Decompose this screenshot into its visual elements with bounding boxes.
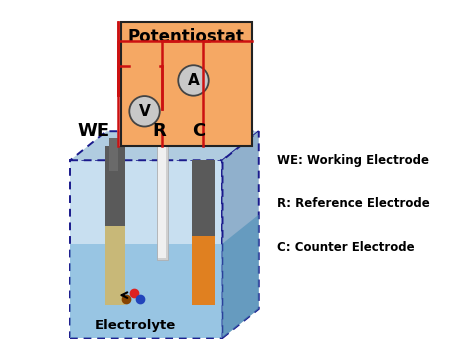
Polygon shape xyxy=(70,244,222,338)
Polygon shape xyxy=(70,160,222,338)
Bar xyxy=(158,131,166,258)
Text: WE: WE xyxy=(78,122,110,140)
Bar xyxy=(105,146,125,226)
Polygon shape xyxy=(222,131,259,338)
FancyBboxPatch shape xyxy=(121,23,252,146)
Polygon shape xyxy=(222,215,259,338)
Bar xyxy=(191,160,215,236)
Text: V: V xyxy=(139,104,150,119)
Text: A: A xyxy=(188,73,200,88)
Polygon shape xyxy=(70,131,259,160)
Circle shape xyxy=(129,96,160,127)
Text: C: Counter Electrode: C: Counter Electrode xyxy=(277,241,414,254)
Text: Potentiostat: Potentiostat xyxy=(128,28,245,46)
Bar xyxy=(191,236,215,305)
Text: WE: Working Electrode: WE: Working Electrode xyxy=(277,154,429,167)
Text: R: Reference Electrode: R: Reference Electrode xyxy=(277,197,429,210)
Text: C: C xyxy=(192,122,206,140)
Bar xyxy=(109,138,118,171)
Bar xyxy=(156,130,168,260)
Text: R: R xyxy=(152,122,166,140)
Circle shape xyxy=(178,65,209,96)
Bar xyxy=(105,226,125,305)
Text: Electrolyte: Electrolyte xyxy=(95,320,176,332)
